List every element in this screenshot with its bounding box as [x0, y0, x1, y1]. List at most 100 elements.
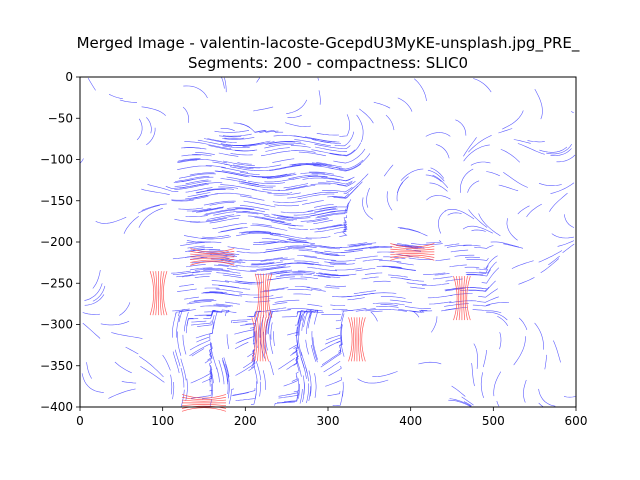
streamline — [322, 186, 353, 193]
streamline — [499, 332, 502, 350]
streamline — [370, 310, 383, 322]
streamline — [301, 200, 324, 205]
y-tick-label: −250 — [40, 276, 73, 290]
streamline — [177, 165, 212, 170]
streamline — [421, 283, 450, 286]
streamline — [463, 245, 481, 247]
streamline — [431, 316, 438, 333]
streamline — [513, 139, 531, 144]
streamline — [338, 153, 371, 171]
streamline — [396, 262, 414, 266]
streamline — [557, 240, 575, 247]
streamline — [446, 244, 472, 248]
streamline — [220, 178, 241, 182]
streamline — [366, 187, 370, 208]
streamline — [280, 210, 313, 214]
streamline — [373, 101, 391, 109]
streamline — [189, 299, 217, 303]
streamline — [186, 318, 199, 327]
streamline — [389, 299, 413, 304]
streamline — [141, 106, 166, 116]
streamline — [247, 215, 285, 223]
streamline — [307, 266, 338, 272]
streamline — [212, 223, 247, 229]
streamline — [211, 284, 240, 289]
streamline — [298, 151, 326, 157]
streamline — [260, 257, 288, 262]
streamline — [404, 306, 431, 310]
streamline — [239, 259, 267, 262]
streamline — [269, 361, 274, 376]
streamline — [344, 246, 379, 252]
streamline — [236, 212, 259, 215]
streamline — [241, 231, 276, 234]
hotspot-streamline — [390, 243, 435, 248]
streamline — [235, 354, 256, 376]
streamline — [185, 187, 213, 193]
streamline — [180, 242, 205, 246]
streamline — [350, 243, 366, 247]
streamline — [215, 303, 234, 307]
streamline — [231, 319, 252, 324]
streamline — [271, 221, 296, 227]
streamline — [444, 209, 475, 220]
y-tick-label: −350 — [40, 359, 73, 373]
streamline — [287, 308, 315, 311]
streamline — [486, 171, 501, 177]
streamline — [306, 287, 322, 290]
streamline — [263, 241, 289, 245]
streamline — [185, 179, 209, 185]
streamline — [215, 170, 250, 178]
streamline — [278, 184, 316, 191]
streamline — [274, 401, 296, 406]
streamline — [195, 152, 215, 155]
streamline — [277, 217, 297, 221]
streamline — [294, 139, 331, 147]
hotspot-streamline — [390, 256, 435, 261]
streamline — [289, 245, 313, 248]
streamline — [549, 192, 568, 212]
streamline — [292, 272, 315, 275]
streamline — [273, 214, 294, 219]
streamline — [273, 135, 306, 139]
streamline — [372, 371, 398, 378]
streamline — [218, 360, 225, 385]
hotspot-streamline — [181, 404, 227, 407]
streamline — [287, 288, 313, 291]
streamline — [267, 173, 297, 179]
hotspot-streamline — [458, 276, 461, 321]
streamline — [347, 242, 368, 246]
streamline — [276, 309, 291, 312]
y-tick-label: −300 — [40, 318, 73, 332]
streamline — [222, 357, 229, 382]
streamline — [506, 218, 518, 241]
streamline — [255, 361, 262, 381]
streamline — [257, 173, 288, 178]
streamline — [550, 182, 575, 194]
streamline — [362, 258, 383, 262]
streamline — [450, 249, 469, 253]
streamline — [237, 162, 252, 165]
streamline — [257, 263, 287, 268]
streamline — [294, 313, 302, 337]
streamline — [307, 304, 323, 307]
streamline — [251, 262, 274, 266]
hotspot-streamline — [257, 317, 259, 362]
hotspot-streamline — [181, 405, 227, 409]
streamline — [337, 181, 356, 187]
streamline — [139, 356, 164, 378]
streamline — [242, 141, 275, 147]
streamline — [266, 141, 302, 145]
streamline — [282, 241, 315, 244]
streamline — [92, 269, 101, 289]
streamline — [320, 353, 342, 368]
streamline — [308, 370, 312, 397]
streamline — [295, 355, 302, 377]
hotspot-streamline — [466, 275, 471, 321]
streamline — [247, 311, 262, 317]
streamline — [301, 310, 315, 321]
streamline — [451, 385, 466, 397]
streamline — [233, 388, 256, 396]
streamline — [189, 217, 227, 223]
streamline — [213, 311, 223, 329]
